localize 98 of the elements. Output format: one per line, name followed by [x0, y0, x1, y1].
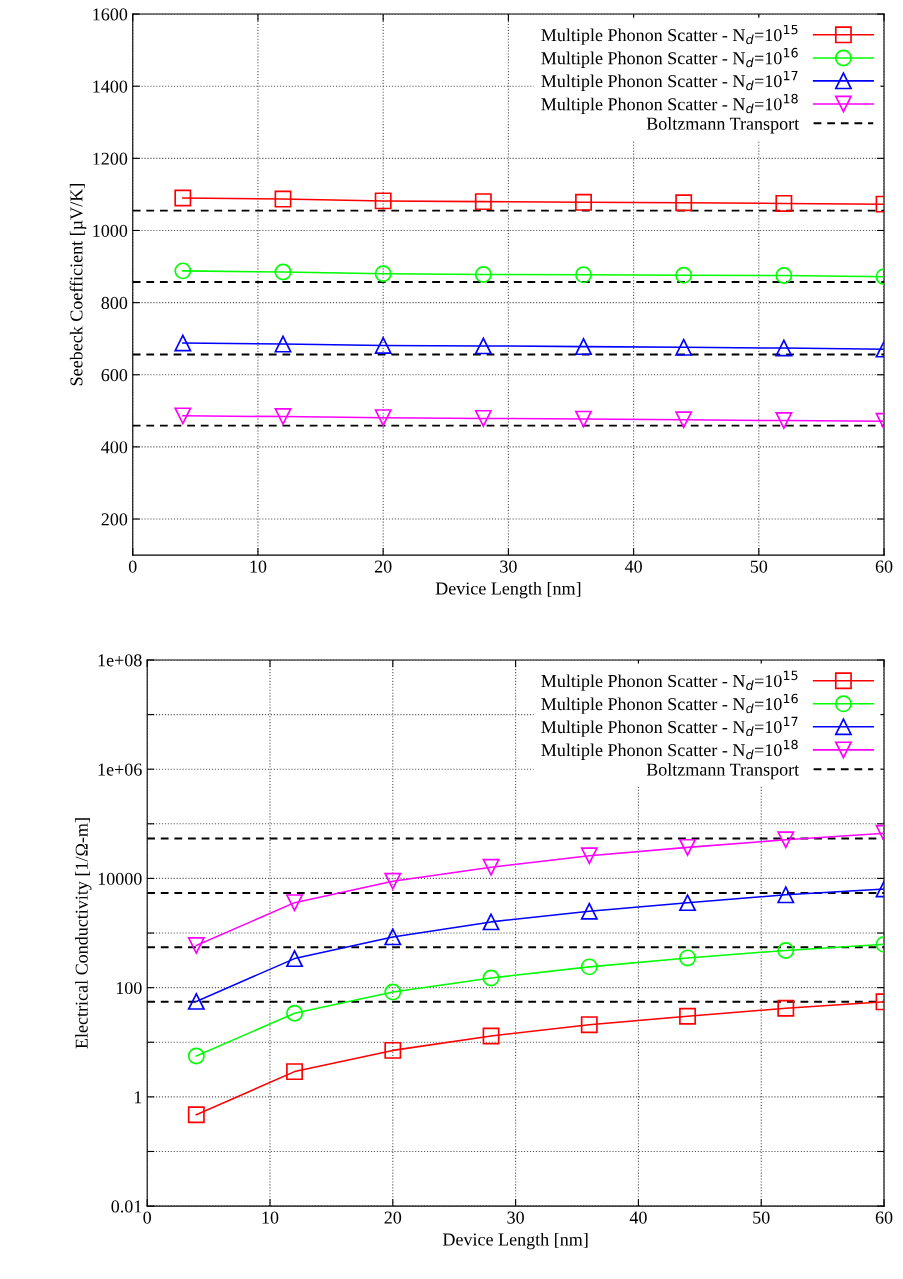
point: [580, 847, 598, 865]
point: [274, 408, 292, 426]
point: [775, 194, 793, 212]
x-tick-label: 50: [753, 1211, 770, 1224]
legend-label: Multiple Phonon Scatter - N$_{d}$=10$^{18}$: [541, 93, 798, 115]
point: [187, 992, 205, 1010]
y-tick-label: 1400: [93, 80, 128, 93]
point: [374, 337, 392, 355]
point: [675, 338, 693, 356]
y-tick-label: 400: [101, 441, 128, 454]
point: [474, 409, 492, 427]
legend-label: Multiple Phonon Scatter - N$_{d}$=10$^{17}$: [541, 716, 798, 737]
point: [374, 409, 392, 427]
point: [286, 1004, 304, 1022]
point: [575, 410, 592, 428]
point: [777, 831, 795, 849]
legend-label: Multiple Phonon Scatter - N$_{d}$=10$^{16}$: [541, 47, 798, 68]
y-tick-label: 200: [101, 513, 128, 526]
x-tick-label: 30: [500, 560, 517, 573]
y-tick-label: 1600: [93, 8, 128, 21]
x-tick-label: 20: [374, 560, 392, 573]
point: [384, 928, 402, 946]
point: [482, 858, 500, 876]
point: [286, 1063, 304, 1081]
point: [775, 412, 793, 430]
x-tick-label: 0: [128, 560, 137, 573]
x-tick-label: 50: [750, 560, 768, 573]
point: [482, 913, 500, 931]
y-tick-label: 100: [116, 981, 142, 995]
point: [174, 189, 192, 207]
legend-label: Multiple Phonon Scatter - N$_{d}$=10$^{15}$: [541, 670, 798, 691]
point: [286, 894, 304, 912]
point: [174, 334, 192, 352]
y-tick-label: 1e+06: [98, 763, 142, 776]
point: [675, 411, 693, 429]
point: [679, 894, 697, 912]
x-tick-label: 40: [624, 560, 642, 573]
y-axis-title: Electrical Conductivity [1/Ω-m]: [75, 818, 92, 1049]
x-axis-title: Device Length [nm]: [435, 581, 581, 599]
point: [374, 192, 392, 210]
point: [580, 902, 598, 920]
point: [675, 266, 693, 284]
point: [575, 266, 592, 284]
point: [187, 937, 205, 955]
point: [575, 338, 592, 356]
x-tick-label: 60: [875, 560, 893, 573]
point: [474, 337, 492, 355]
y-tick-label: 1e+08: [98, 654, 142, 667]
x-tick-label: 10: [262, 1211, 279, 1224]
x-tick-label: 0: [143, 1211, 152, 1224]
x-tick-label: 20: [384, 1211, 402, 1224]
y-tick-label: 800: [101, 296, 128, 310]
point: [174, 262, 192, 280]
point: [482, 1027, 500, 1045]
point: [775, 267, 793, 285]
point: [482, 969, 500, 987]
point: [384, 872, 402, 890]
x-tick-label: 40: [629, 1211, 647, 1224]
point: [187, 1106, 205, 1124]
point: [775, 339, 793, 357]
point: [575, 193, 592, 211]
point: [384, 1041, 402, 1059]
point: [474, 266, 492, 283]
x-tick-label: 30: [507, 1211, 524, 1224]
point: [679, 1007, 697, 1025]
legend-label: Boltzmann Transport: [646, 117, 800, 134]
point: [174, 407, 192, 425]
point: [675, 194, 693, 212]
legend-label: Multiple Phonon Scatter - N$_{d}$=10$^{18}$: [541, 739, 798, 760]
point: [474, 193, 492, 211]
point: [274, 335, 292, 353]
x-tick-label: 10: [250, 560, 267, 573]
point: [679, 949, 697, 967]
point: [777, 941, 795, 959]
point: [374, 265, 392, 283]
point: [777, 886, 795, 904]
point: [580, 1016, 598, 1034]
y-tick-label: 10000: [98, 872, 142, 885]
point: [274, 190, 292, 208]
x-tick-label: 60: [875, 1211, 893, 1224]
y-tick-label: 1200: [93, 152, 128, 165]
point: [274, 263, 292, 281]
y-tick-label: 1: [134, 1091, 142, 1104]
legend-label: Boltzmann Transport: [646, 762, 800, 780]
y-tick-label: 1000: [93, 224, 128, 237]
point: [777, 999, 795, 1017]
y-tick-label: 0.01: [111, 1200, 142, 1213]
point: [580, 958, 598, 976]
point: [679, 838, 697, 856]
legend-label: Multiple Phonon Scatter - N$_{d}$=10$^{16}$: [541, 693, 798, 714]
y-axis-title: Seebeck Coefficient [µV/K]: [69, 184, 87, 386]
legend-label: Multiple Phonon Scatter - N$_{d}$=10$^{15}$: [541, 24, 798, 45]
point: [286, 950, 304, 968]
point: [187, 1047, 205, 1065]
x-axis-title: Device Length [nm]: [442, 1232, 588, 1250]
legend-label: Multiple Phonon Scatter - N$_{d}$=10$^{17}$: [541, 70, 798, 91]
y-tick-label: 600: [101, 369, 128, 382]
point: [384, 983, 402, 1001]
